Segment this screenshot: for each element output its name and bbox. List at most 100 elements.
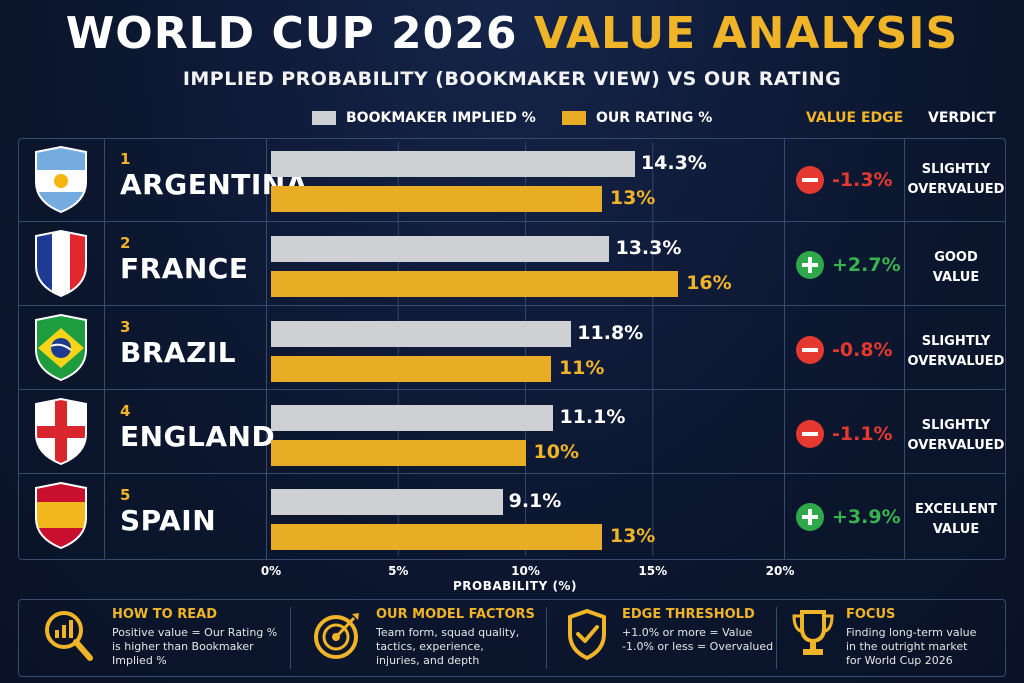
our-rating-value-label: 16% [686, 272, 732, 294]
x-tick-label: 5% [388, 564, 409, 578]
info-title: HOW TO READ [112, 607, 217, 622]
minus-circle-icon [796, 166, 824, 194]
info-line: Positive value = Our Rating % [112, 626, 278, 639]
info-body: Positive value = Our Rating % is higher … [112, 626, 277, 668]
our-rating-bar [271, 524, 602, 550]
column-divider [784, 138, 785, 560]
header-value-edge: VALUE EDGE [806, 110, 904, 126]
england-flag-icon [35, 398, 87, 466]
table-row [18, 138, 1006, 222]
team-rank: 4 [120, 402, 131, 420]
verdict: SLIGHTLY OVERVALUED [906, 160, 1006, 200]
legend-ours: OUR RATING % [562, 106, 712, 130]
our-rating-value-label: 13% [609, 187, 656, 209]
team-rank: 3 [120, 318, 131, 336]
legend-label-bookmaker: BOOKMAKER IMPLIED % [346, 110, 536, 126]
team-name: SPAIN [120, 504, 217, 537]
verdict: SLIGHTLY OVERVALUED [906, 416, 1006, 456]
bookmaker-value-label: 14.3% [640, 152, 707, 174]
target-icon [314, 613, 359, 659]
info-line: Finding long-term value [846, 626, 977, 639]
info-title: FOCUS [846, 607, 896, 622]
verdict: SLIGHTLY OVERVALUED [906, 332, 1006, 372]
info-line: Implied % [112, 654, 167, 667]
value-edge: -0.8% [796, 335, 893, 365]
legend-swatch-ours [562, 111, 586, 125]
bookmaker-bar [271, 151, 635, 177]
column-divider [904, 138, 905, 560]
info-line: for World Cup 2026 [846, 654, 953, 667]
bookmaker-value-label: 9.1% [508, 490, 562, 512]
magnifier-chart-icon [45, 611, 93, 661]
verdict-line-1: SLIGHTLY [921, 162, 991, 177]
team-rank: 1 [120, 150, 131, 168]
our-rating-value-label: 13% [609, 525, 656, 547]
info-body: Team form, squad quality, tactics, exper… [376, 626, 519, 668]
table-row [18, 390, 1006, 474]
column-divider [266, 138, 267, 560]
info-body: Finding long-term value in the outright … [846, 626, 976, 668]
page-title: WORLD CUP 2026 VALUE ANALYSIS [0, 4, 1024, 64]
x-tick-label: 0% [260, 564, 282, 578]
verdict-line-1: GOOD [934, 250, 978, 265]
x-axis-label: PROBABILITY (%) [453, 579, 577, 593]
our-rating-value-label: 10% [533, 441, 579, 463]
bookmaker-bar [271, 489, 503, 515]
team-name: FRANCE [120, 252, 249, 285]
plus-circle-icon [796, 251, 824, 279]
our-rating-value-label: 11% [558, 357, 605, 379]
info-divider [546, 607, 547, 669]
bookmaker-value-label: 13.3% [615, 237, 682, 259]
value-edge-text: -0.8% [832, 339, 893, 361]
bookmaker-value-label: 11.1% [559, 406, 626, 428]
legend-swatch-bookmaker [312, 111, 336, 125]
france-flag-icon [35, 230, 87, 298]
verdict-line-2: OVERVALUED [907, 182, 1005, 197]
value-edge: +2.7% [796, 250, 901, 280]
x-tick-label: 20% [765, 564, 795, 578]
verdict-line-1: SLIGHTLY [921, 334, 991, 349]
x-tick-label: 15% [638, 564, 668, 578]
value-edge: +3.9% [796, 502, 901, 532]
our-rating-bar [271, 440, 526, 466]
info-line: in the outright market [846, 640, 968, 653]
our-rating-bar [271, 271, 679, 297]
trophy-icon [792, 610, 834, 655]
argentina-flag-icon [35, 146, 87, 214]
value-edge: -1.1% [796, 419, 893, 449]
verdict: EXCELLENT VALUE [906, 500, 1006, 540]
value-edge-text: -1.1% [832, 423, 893, 445]
bookmaker-bar [271, 321, 572, 347]
shield-check-icon [568, 608, 606, 661]
info-divider [290, 607, 291, 669]
minus-circle-icon [796, 336, 824, 364]
legend-bookmaker: BOOKMAKER IMPLIED % [312, 106, 536, 130]
value-edge-text: -1.3% [832, 169, 893, 191]
info-line: -1.0% or less = Overvalued [622, 640, 774, 653]
info-body: +1.0% or more = Value -1.0% or less = Ov… [622, 626, 773, 654]
team-name: ENGLAND [120, 420, 276, 453]
team-rank: 5 [120, 486, 131, 504]
info-divider [776, 607, 777, 669]
brazil-flag-icon [35, 314, 87, 382]
verdict-line-2: VALUE [932, 522, 980, 537]
value-edge-text: +3.9% [832, 506, 901, 528]
column-divider [104, 138, 105, 560]
team-name: BRAZIL [120, 336, 237, 369]
header-verdict: VERDICT [928, 110, 996, 126]
info-title: OUR MODEL FACTORS [376, 607, 535, 622]
table-row [18, 222, 1006, 306]
value-edge: -1.3% [796, 165, 893, 195]
info-line: is higher than Bookmaker [112, 640, 254, 653]
team-rank: 2 [120, 234, 131, 252]
our-rating-bar [271, 356, 551, 382]
minus-circle-icon [796, 420, 824, 448]
spain-flag-icon [35, 482, 87, 550]
info-line: tactics, experience, [376, 640, 484, 653]
bookmaker-value-label: 11.8% [577, 322, 644, 344]
bookmaker-bar [271, 236, 610, 262]
title-part-2: VALUE ANALYSIS [533, 8, 959, 59]
verdict: GOOD VALUE [906, 248, 1006, 288]
title-part-1: WORLD CUP 2026 [65, 8, 518, 59]
info-line: +1.0% or more = Value [622, 626, 753, 639]
